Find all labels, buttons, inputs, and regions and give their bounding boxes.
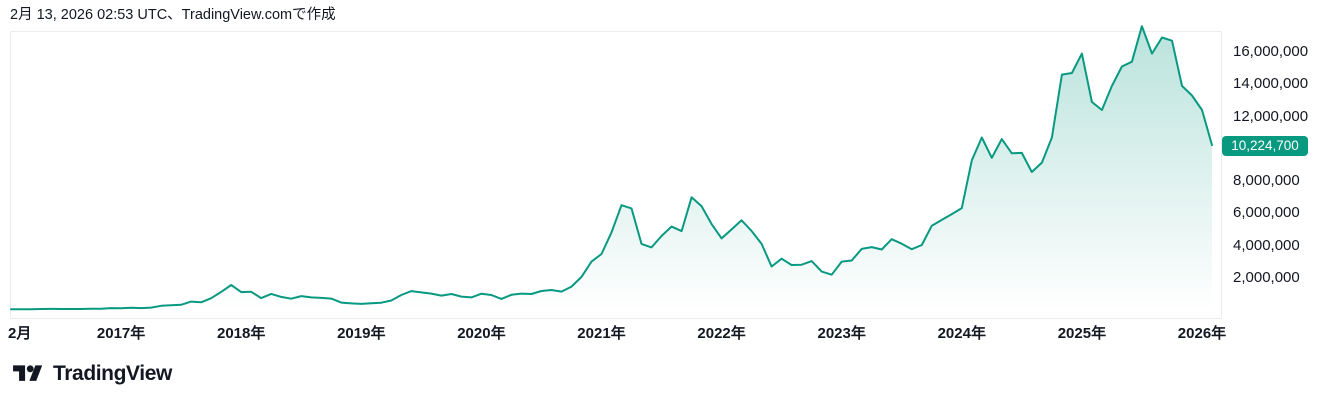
tradingview-logo-icon bbox=[13, 365, 43, 381]
x-axis-label: 2022年 bbox=[697, 325, 746, 342]
price-line bbox=[10, 25, 1213, 311]
area-fill bbox=[11, 26, 1212, 310]
tradingview-logo-text: TradingView bbox=[53, 362, 172, 385]
x-axis-label: 2023年 bbox=[817, 325, 866, 342]
snapshot-caption: 2月 13, 2026 02:53 UTC、TradingView.comで作成 bbox=[10, 7, 336, 23]
x-axis-label: 2025年 bbox=[1057, 325, 1107, 342]
x-axis-label: 2018年 bbox=[217, 325, 266, 342]
x-axis-label: 2021年 bbox=[577, 325, 626, 342]
y-axis-label: 6,000,000 bbox=[1233, 204, 1300, 222]
x-axis-label: 2026年 bbox=[1177, 325, 1227, 342]
x-axis-label: 2020年 bbox=[457, 325, 506, 342]
y-axis-label: 14,000,000 bbox=[1233, 75, 1309, 93]
y-axis-label: 16,000,000 bbox=[1233, 43, 1309, 60]
y-axis-label: 8,000,000 bbox=[1233, 172, 1300, 189]
y-axis-label: 12,000,000 bbox=[1233, 107, 1309, 125]
x-axis-label: 2019年 bbox=[337, 325, 386, 342]
x-axis-label: 2024年 bbox=[937, 325, 986, 342]
x-axis-label: 2月 bbox=[8, 325, 32, 342]
tradingview-logo[interactable]: TradingView bbox=[13, 362, 172, 386]
price-area-chart bbox=[10, 25, 1213, 311]
y-axis-label: 2,000,000 bbox=[1233, 268, 1300, 286]
last-price-badge: 10,224,700 bbox=[1222, 136, 1308, 157]
x-axis-label: 2017年 bbox=[96, 325, 146, 342]
y-axis-label: 4,000,000 bbox=[1233, 236, 1300, 254]
